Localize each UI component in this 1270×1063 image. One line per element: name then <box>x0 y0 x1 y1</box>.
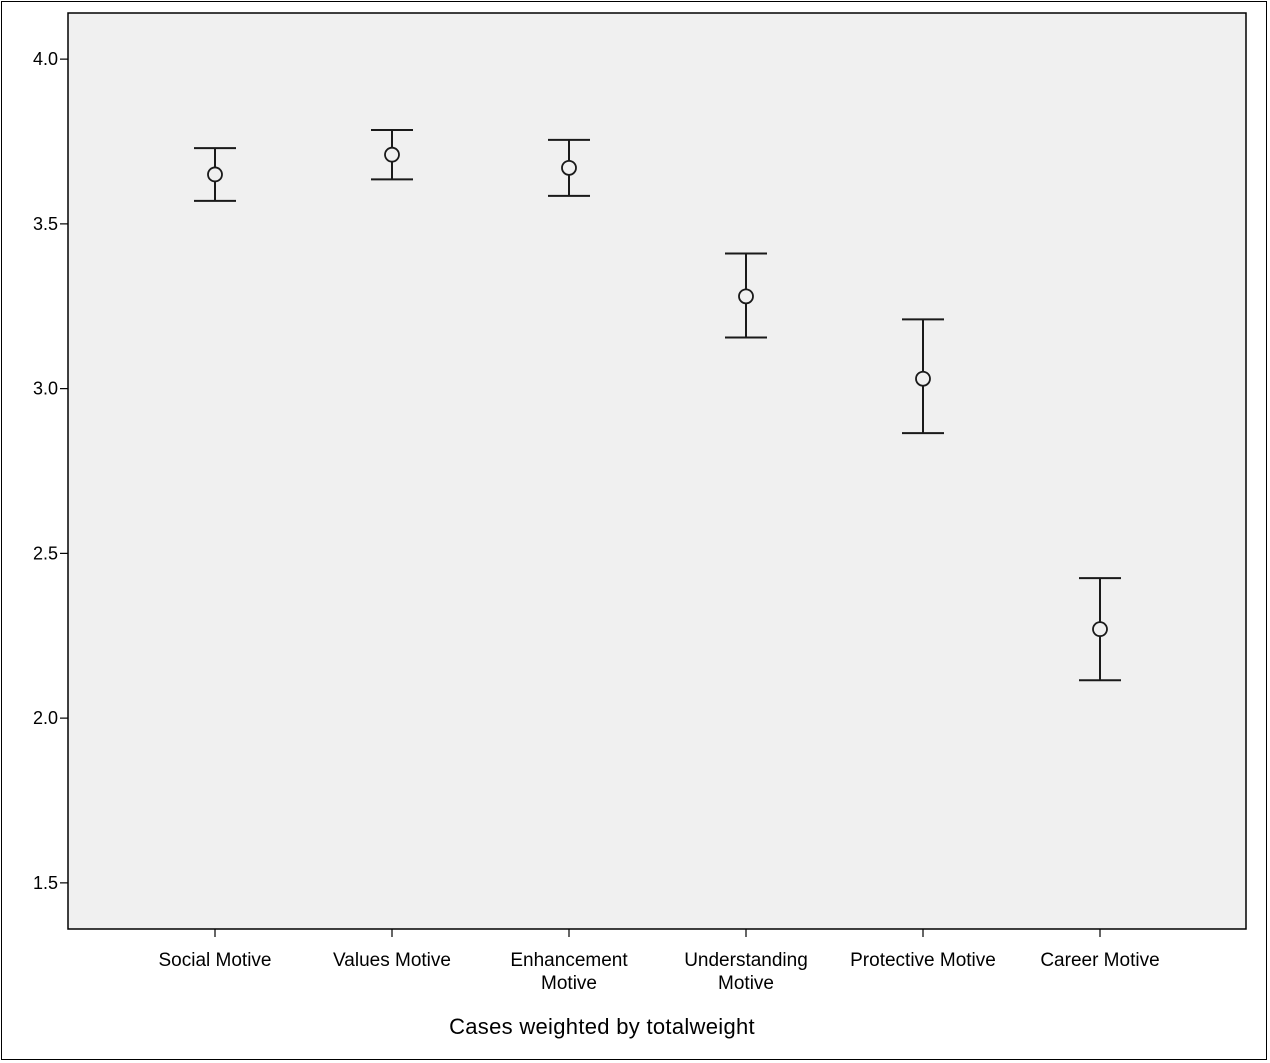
x-tick-label: Enhancement Motive <box>510 950 628 994</box>
y-tick-label: 3.5 <box>33 214 58 234</box>
x-tick-label: Career Motive <box>1040 950 1159 971</box>
error-bar-group <box>725 252 767 339</box>
mean-point <box>561 159 577 176</box>
y-tick-label: 1.5 <box>33 873 58 893</box>
x-tick-label-line: Social Motive <box>159 950 272 971</box>
x-tick-label-line: Motive <box>718 973 774 994</box>
x-tick-label: Social Motive <box>159 950 272 971</box>
x-tick-label-line: Motive <box>541 973 597 994</box>
x-tick-label-line: Career Motive <box>1040 950 1159 971</box>
x-axis: Social Motive Values Motive Enhancement Mot… <box>159 929 1160 994</box>
mean-point <box>384 146 400 163</box>
mean-point <box>207 166 223 183</box>
y-tick-label: 2.0 <box>33 708 58 728</box>
x-tick-label: Values Motive <box>333 950 451 971</box>
error-bar-group <box>194 147 236 202</box>
error-bars <box>194 128 1121 682</box>
y-tick-label: 3.0 <box>33 379 58 399</box>
x-tick-label-line: Protective Motive <box>850 950 996 971</box>
y-tick-label: 2.5 <box>33 543 58 563</box>
mean-point <box>1092 621 1108 638</box>
mean-point <box>915 370 931 387</box>
x-tick-label: Protective Motive <box>850 950 996 971</box>
x-tick-label-line: Enhancement <box>510 950 628 971</box>
error-bar-group <box>1079 577 1121 682</box>
y-axis: 1.5 2.0 2.5 3.0 3.5 4.0 <box>33 49 68 893</box>
plot-area <box>67 12 1247 930</box>
error-bar-group <box>902 318 944 435</box>
x-tick-label-line: Values Motive <box>333 950 451 971</box>
error-bar-group <box>371 128 413 181</box>
x-tick-label: Understanding Motive <box>684 950 808 994</box>
x-tick-label-line: Understanding <box>684 950 808 971</box>
chart-footnote: Cases weighted by totalweight <box>449 1014 755 1039</box>
y-tick-label: 4.0 <box>33 49 58 69</box>
error-bar-group <box>548 138 590 197</box>
mean-point <box>738 288 754 305</box>
